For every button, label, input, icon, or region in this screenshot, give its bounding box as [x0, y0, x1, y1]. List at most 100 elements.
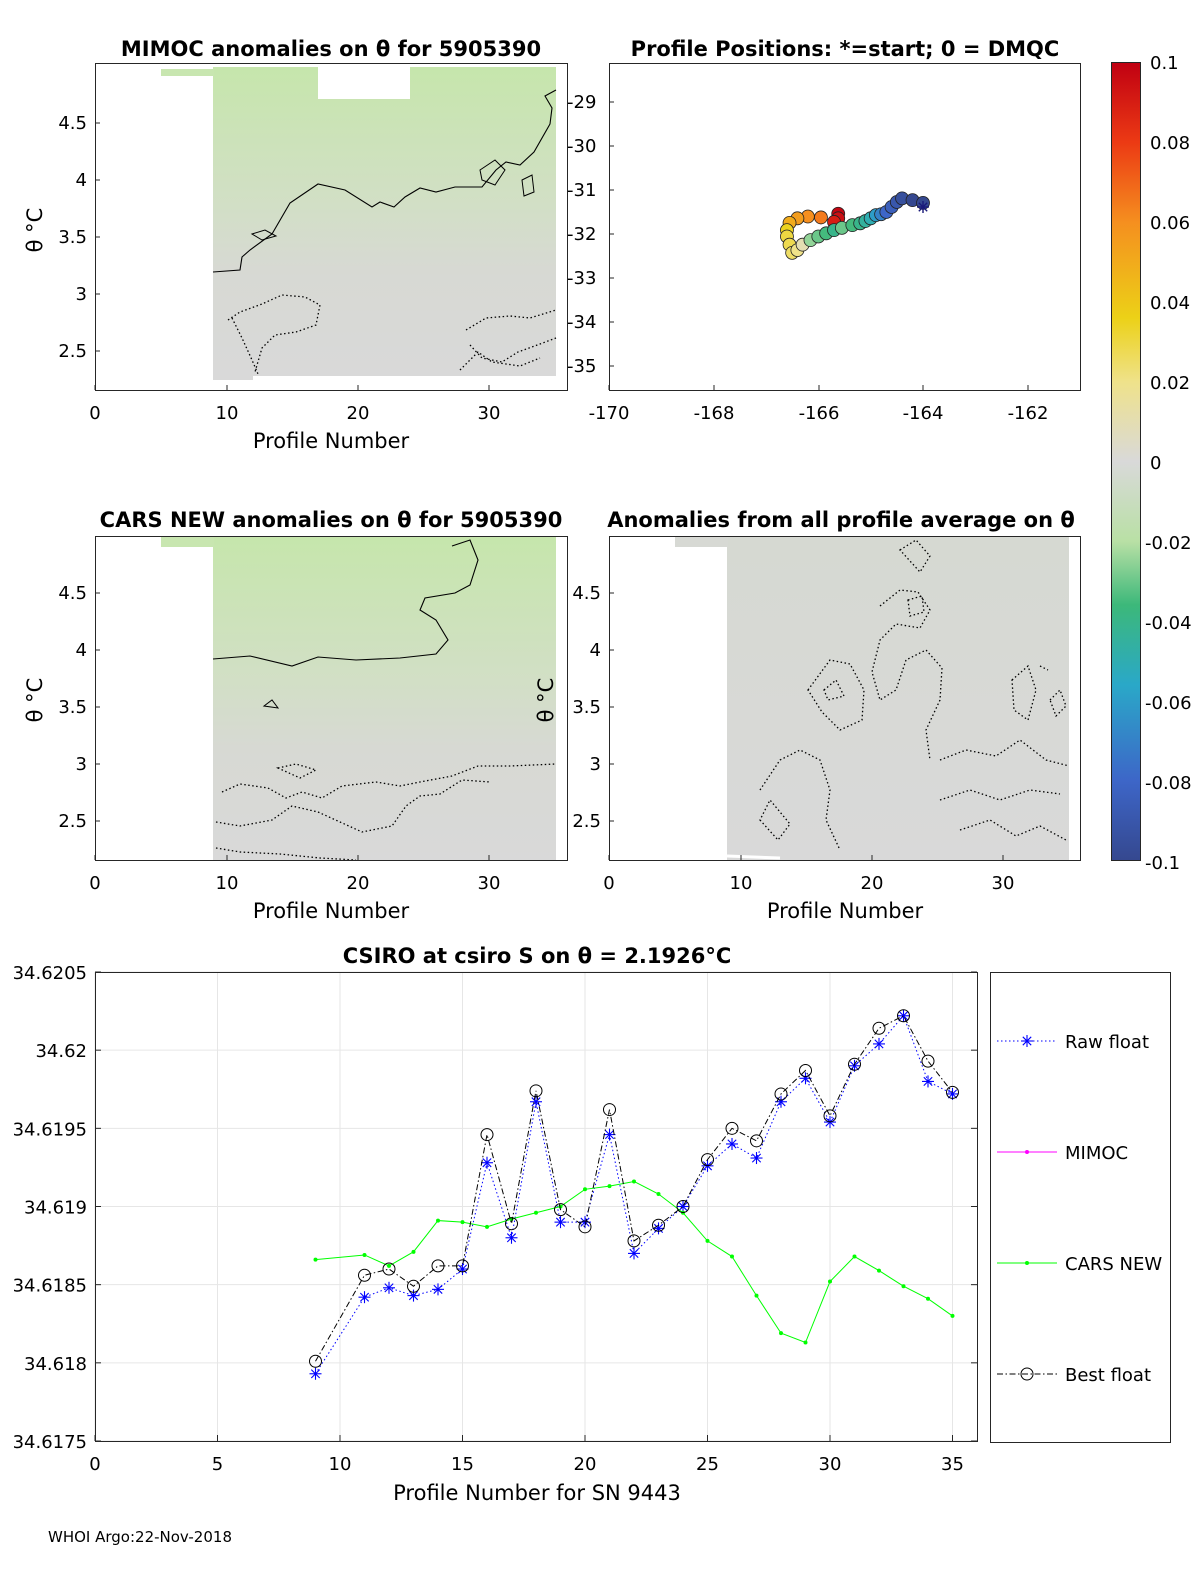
- cars-ylabel: θ °C: [23, 678, 47, 723]
- colorbar-tick: 0.04: [1150, 293, 1190, 314]
- mimoc-ytick: 4.5: [58, 113, 87, 134]
- best-float-point: [946, 1085, 959, 1099]
- avg-ytick: 4: [590, 640, 601, 661]
- x-tick-label: 5: [212, 1454, 223, 1475]
- best-float-point: [701, 1153, 714, 1167]
- avg-anomaly-field: [727, 537, 1069, 860]
- avg-xtick: 10: [730, 873, 753, 894]
- raw-float-point: [407, 1289, 420, 1302]
- mimoc-field-strip: [161, 69, 214, 76]
- series-line: [315, 1015, 953, 1362]
- best-float-point: [676, 1200, 690, 1213]
- x-tick-label: 25: [696, 1454, 719, 1475]
- cars-contour-neg: [215, 779, 491, 833]
- dot-icon: [1025, 1261, 1029, 1265]
- y-tick-label: 34.618: [24, 1354, 87, 1375]
- salinity-series: [309, 1009, 959, 1380]
- avg-ylabel: θ °C: [534, 678, 558, 723]
- x-tick-label: 0: [89, 1454, 100, 1475]
- legend-box: [990, 972, 1171, 1443]
- cars-panel: CARS NEW anomalies on θ for 5905390 0 10…: [23, 508, 568, 923]
- mimoc-xlabel: Profile Number: [253, 429, 410, 453]
- best-float-point: [505, 1217, 518, 1231]
- cars-ytick: 2.5: [58, 811, 87, 832]
- avg-ytick: 3: [590, 754, 601, 775]
- positions-ticks: [608, 101, 1029, 390]
- raw-float-point: [383, 1281, 395, 1294]
- legend-mimoc: MIMOC: [997, 1143, 1128, 1164]
- best-float-point: [750, 1134, 763, 1148]
- mimoc-xtick: 20: [347, 403, 370, 424]
- cars-contour-neg: [221, 763, 557, 799]
- avg-ytick-labels: 4.5 4 3.5 3 2.5: [572, 583, 601, 832]
- raw-float-point: [456, 1263, 469, 1276]
- series-line: [315, 1180, 953, 1344]
- colorbar-tick: -0.02: [1145, 533, 1192, 554]
- x-tick-label: 15: [451, 1454, 474, 1475]
- y-tick-label: 34.6175: [13, 1432, 87, 1453]
- best-float-point: [872, 1021, 886, 1035]
- mimoc-contour-neg: [459, 309, 557, 371]
- avg-xlabel: Profile Number: [767, 899, 924, 923]
- positions-ytick-labels: -29 -30 -31 -32 -33 -34 -35: [567, 92, 596, 377]
- y-tick-label: 34.6195: [13, 1119, 87, 1140]
- mimoc-xtick: 0: [89, 403, 100, 424]
- x-tick-label: 35: [941, 1454, 964, 1475]
- raw-float-point: [922, 1075, 934, 1088]
- cars-xtick: 20: [347, 873, 370, 894]
- avg-contour-loop: [807, 659, 865, 731]
- raw-float-point: [628, 1247, 640, 1260]
- avg-contour-loop: [1011, 664, 1067, 722]
- avg-ytick: 3.5: [572, 697, 601, 718]
- positions-ytick: -30: [567, 136, 596, 157]
- best-float-point: [578, 1220, 592, 1234]
- asterisk-icon: [1021, 1035, 1033, 1047]
- cars-ytick: 3.5: [58, 697, 87, 718]
- salinity-ticks: [94, 971, 977, 1442]
- raw-float-point: [481, 1156, 493, 1169]
- cars-ytick-labels: 4.5 4 3.5 3 2.5: [58, 583, 87, 832]
- profile-position-markers: [780, 191, 930, 260]
- positions-xtick-labels: -170 -168 -166 -164 -162: [589, 403, 1049, 424]
- start-marker: [917, 201, 929, 213]
- positions-title: Profile Positions: *=start; 0 = DMQC: [631, 37, 1060, 61]
- raw-float-point: [358, 1291, 371, 1304]
- cars-new-point: [632, 1179, 636, 1184]
- mimoc-panel: MIMOC anomalies on θ for 5905390 0 10 20…: [23, 37, 568, 453]
- y-tick-label: 34.6205: [13, 963, 87, 984]
- cars-xtick: 30: [478, 873, 501, 894]
- mimoc-anomaly-field: [213, 67, 556, 376]
- best-float-point: [358, 1268, 371, 1282]
- positions-ytick: -31: [567, 180, 596, 201]
- salinity-xtick-labels: 0 5 10 15 20 25 30 35: [89, 1454, 964, 1475]
- salinity-chart: 0 5 10 15 20 25 30 35 34.6205 34.62 34.6195 34.619…: [13, 944, 1171, 1505]
- raw-float-point: [309, 1367, 322, 1380]
- cars-xtick: 0: [89, 873, 100, 894]
- positions-ytick: -33: [567, 268, 596, 289]
- best-float-point: [456, 1259, 469, 1273]
- cars-anomaly-field: [213, 537, 556, 860]
- cars-contour-neg: [215, 763, 357, 861]
- x-tick-label: 10: [329, 1454, 352, 1475]
- cars-new-point: [901, 1284, 906, 1289]
- y-tick-label: 34.62: [35, 1041, 87, 1062]
- colorbar-tick: -0.04: [1145, 613, 1192, 634]
- best-float-point: [309, 1354, 322, 1368]
- avg-field-strip: [675, 537, 728, 547]
- avg-ytick: 4.5: [572, 583, 601, 604]
- salinity-title: CSIRO at csiro S on θ = 2.1926°C: [343, 944, 732, 968]
- raw-float-point: [554, 1216, 567, 1229]
- cars-new-point: [436, 1218, 440, 1223]
- series-best-float: [309, 1009, 959, 1368]
- cars-new-point: [460, 1220, 465, 1225]
- raw-float-point: [946, 1087, 959, 1100]
- best-float-point: [382, 1262, 396, 1276]
- dot-icon: [1025, 1150, 1029, 1154]
- colorbar-gradient: [1111, 62, 1141, 861]
- colorbar-tick: 0.08: [1150, 133, 1190, 154]
- raw-float-point: [897, 1009, 910, 1022]
- best-float-point: [529, 1084, 543, 1098]
- mimoc-field-bottom: [213, 370, 253, 380]
- mimoc-contour-loop: [250, 229, 278, 241]
- cars-field-strip: [161, 537, 214, 547]
